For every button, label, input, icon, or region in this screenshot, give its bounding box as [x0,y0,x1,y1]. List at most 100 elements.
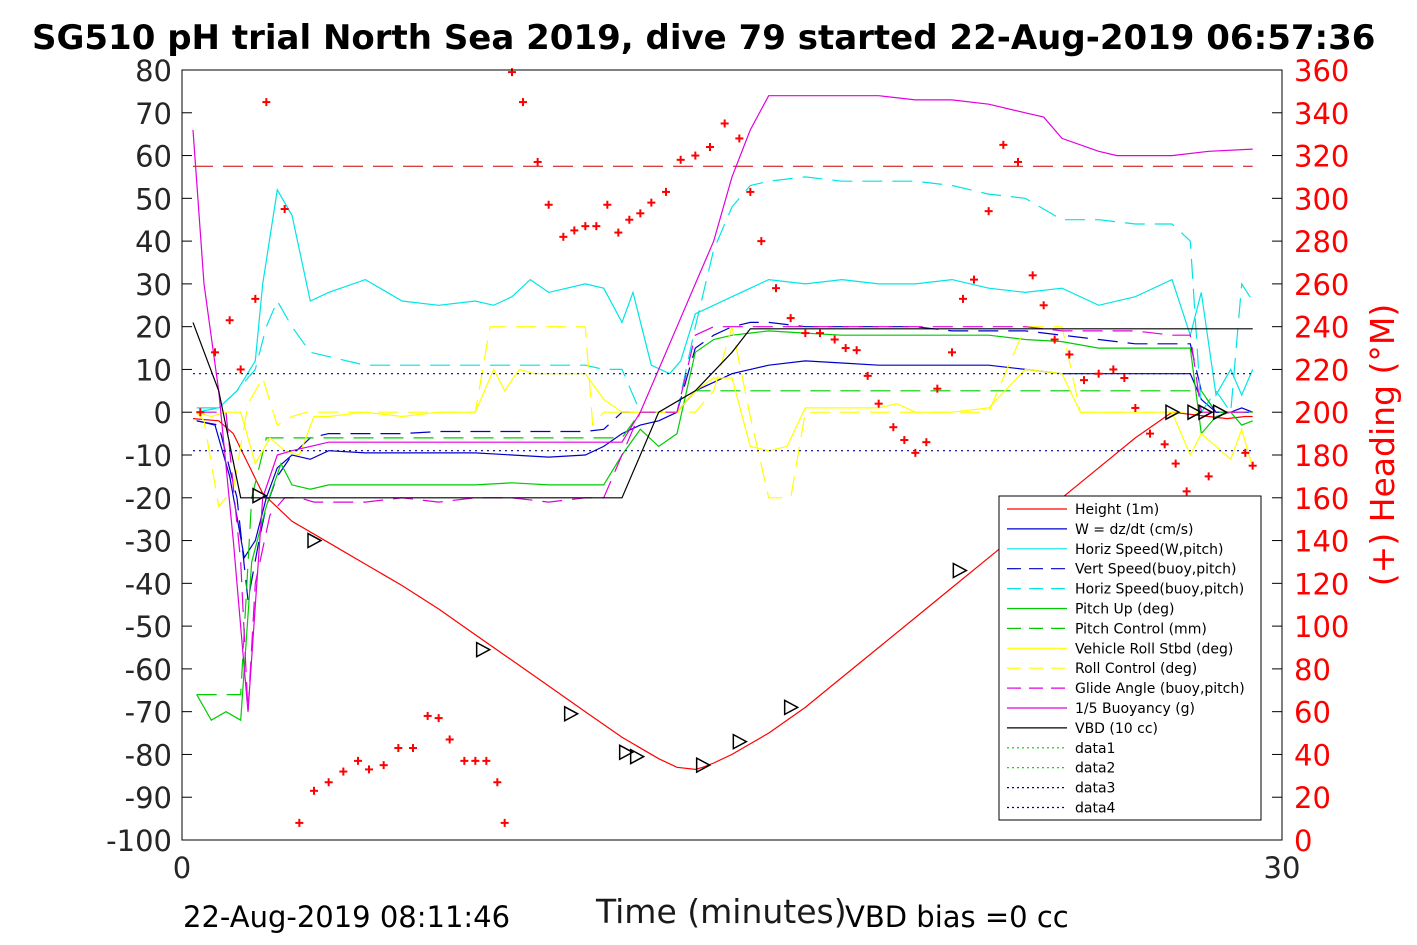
y-tick-label: -20 [125,482,172,516]
heading-point [1065,350,1074,359]
y-tick-label: 20 [135,311,172,345]
heading-point [970,275,978,284]
y2-tick-label: 340 [1294,97,1349,131]
heading-point [1160,440,1169,449]
heading-point [735,134,744,143]
y-tick-label: 80 [135,54,172,88]
heading-point [379,761,388,770]
triangle-marker [783,699,800,716]
y2-tick-label: 160 [1294,482,1349,516]
x-tick-label: 30 [1264,851,1301,885]
heading-point [614,228,623,237]
triangle-marker [1212,403,1229,421]
legend-entry: data4 [1075,801,1116,817]
heading-point [691,151,700,160]
heading-point [676,155,685,164]
heading-point [1182,487,1191,496]
legend-box [998,495,1262,821]
series-line-3 [196,321,1253,601]
footer-timestamp: 22-Aug-2019 08:11:46 [183,900,511,934]
heading-point [816,329,824,338]
y2-tick-label: 20 [1294,781,1331,815]
y2-tick-label: 100 [1294,610,1349,644]
heading-point [786,314,795,323]
heading-point [1109,365,1118,374]
heading-point [409,744,417,753]
y2-tick-label: 180 [1294,439,1349,473]
heading-point [354,756,362,765]
triangle-marker [307,532,323,549]
y2-tick-label: 260 [1294,268,1349,302]
y2-tick-label: 360 [1294,54,1349,88]
heading-point [636,209,645,218]
legend-entry: data2 [1075,761,1115,777]
heading-point [1146,429,1154,438]
heading-point [933,384,942,393]
heading-point [911,448,920,457]
series-line-6 [196,390,1253,696]
heading-point [1204,472,1213,481]
legend-entry: Glide Angle (buoy,pitch) [1075,681,1245,697]
triangle-marker [695,756,712,774]
y2-tick-label: 60 [1294,696,1331,730]
heading-point [310,786,318,795]
heading-point [984,207,993,216]
y-tick-label: -70 [125,696,172,730]
heading-point [1039,301,1048,310]
legend-entry: Vert Speed(buoy,pitch) [1075,562,1237,578]
legend-entry: 1/5 Buoyancy (g) [1075,701,1195,717]
y2-axis-label: (+) Heading (°M) [1363,304,1402,586]
y-tick-label: -60 [125,653,172,687]
y2-tick-label: 120 [1294,567,1349,601]
y2-tick-label: 320 [1294,140,1349,174]
y-tick-label: 40 [135,225,172,259]
y-tick-label: -10 [125,439,172,473]
triangle-marker [629,748,646,765]
heading-point [603,200,612,209]
heading-point [757,237,766,246]
heading-point [196,408,205,417]
heading-point [493,778,502,787]
y-tick-label: -30 [125,525,172,559]
y2-tick-label: 220 [1294,353,1349,387]
heading-point [434,714,443,723]
y2-tick-label: 40 [1294,738,1331,772]
legend-entry: Vehicle Roll Stbd (deg) [1075,641,1233,657]
legend-entry: Height (1m) [1075,502,1159,518]
triangle-marker [252,487,268,504]
y2-tick-label: 280 [1294,225,1349,259]
heading-point [1248,461,1257,470]
y2-tick-label: 80 [1294,653,1331,687]
heading-point [1028,271,1037,280]
heading-point [324,778,333,787]
heading-point [720,119,729,128]
y-tick-label: 0 [154,396,172,430]
y-tick-label: -50 [125,610,172,644]
y-tick-label: -40 [125,567,172,601]
triangle-marker [1187,403,1203,421]
legend-entry: Pitch Up (deg) [1075,602,1174,618]
series-line-7 [196,367,1254,468]
y-tick-label: 10 [135,353,172,387]
heading-point [889,423,898,432]
heading-point [280,205,289,214]
y-tick-label: -80 [125,738,172,772]
heading-point [339,767,348,776]
heading-point [251,294,260,303]
heading-point [1171,459,1180,468]
series-line-2 [196,188,1254,409]
heading-point [948,348,956,357]
heading-point [874,399,883,408]
heading-point [772,284,780,293]
heading-point [830,335,839,344]
heading-point [801,329,810,338]
triangle-marker [475,641,492,658]
heading-point [1080,376,1088,385]
heading-point [533,157,542,166]
series-line-11 [192,322,1253,499]
heading-point [1050,335,1059,344]
heading-point [365,765,373,774]
legend-entry: VBD (10 cc) [1075,721,1158,737]
series-line-4 [196,176,1254,414]
heading-point [1014,157,1022,166]
